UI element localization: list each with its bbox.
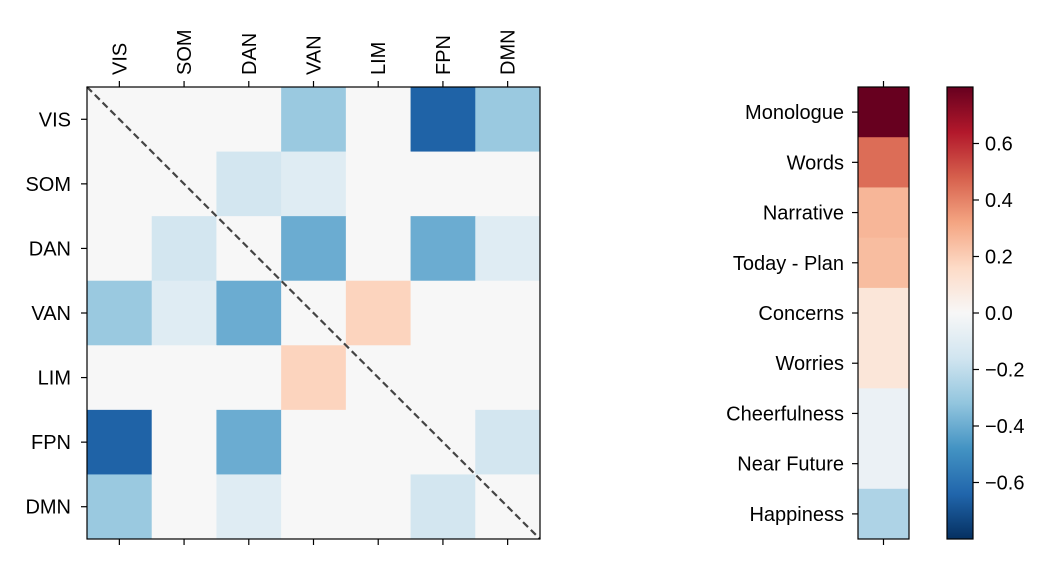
heatmap-cell <box>410 216 476 282</box>
heatmap-cell <box>151 280 217 346</box>
category-cell <box>858 137 909 188</box>
heatmap-cell <box>475 216 541 282</box>
heatmap-cell <box>281 151 347 217</box>
category-label: Cheerfulness <box>726 403 844 425</box>
category-cell <box>858 187 909 239</box>
category-label: Happiness <box>749 504 844 526</box>
heatmap-cell <box>345 87 412 153</box>
heatmap-cell <box>216 87 282 153</box>
category-cell <box>858 338 909 389</box>
colorbar-tick-label: −0.4 <box>985 416 1024 438</box>
x-tick-label: VAN <box>304 35 326 75</box>
heatmap-cell <box>216 474 282 540</box>
x-tick-label: SOM <box>174 29 196 75</box>
colorbar-tick-label: −0.2 <box>985 360 1024 382</box>
category-cell <box>858 237 909 289</box>
diagonal-line <box>86 86 541 540</box>
category-cell <box>858 488 909 540</box>
heatmap-cell <box>281 87 347 153</box>
x-tick-label: LIM <box>368 42 390 75</box>
heatmap-cell <box>281 474 347 540</box>
colorbar-tick-label: −0.6 <box>985 473 1024 495</box>
heatmap-cell <box>281 345 347 411</box>
colorbar-tick-label: 0.2 <box>985 247 1013 269</box>
x-tick-label: DMN <box>498 29 520 75</box>
heatmap-cell <box>87 280 153 346</box>
category-label: Worries <box>775 353 844 375</box>
y-tick-label: LIM <box>38 368 71 390</box>
heatmap-cell <box>151 409 217 475</box>
heatmap-cell <box>475 345 541 411</box>
heatmap-cell <box>87 151 153 217</box>
category-label: Narrative <box>763 203 844 225</box>
x-tick-label: FPN <box>433 35 455 75</box>
x-tick-label: DAN <box>239 33 261 75</box>
y-tick-label: SOM <box>25 174 71 196</box>
heatmap-cell <box>410 280 476 346</box>
y-tick-label: FPN <box>31 432 71 454</box>
heatmap-cell <box>475 409 541 475</box>
heatmap-cell <box>87 409 153 475</box>
heatmap-cell <box>345 409 412 475</box>
heatmap-cell <box>475 280 541 346</box>
category-label: Near Future <box>737 454 844 476</box>
colorbar-tick-label: 0.4 <box>985 190 1013 212</box>
heatmap-cell <box>87 474 153 540</box>
y-tick-label: DMN <box>25 497 71 519</box>
heatmap-cell <box>475 87 541 153</box>
heatmap-cell <box>345 216 412 282</box>
heatmap-cell <box>87 216 153 282</box>
y-tick-label: VAN <box>31 303 71 325</box>
heatmap-cell <box>475 151 541 217</box>
heatmap-cell <box>281 216 347 282</box>
category-cell <box>858 388 909 440</box>
heatmap-cell <box>410 409 476 475</box>
x-tick-label: VIS <box>109 43 131 75</box>
colorbar-tick-label: 0.0 <box>985 303 1013 325</box>
heatmap-cell <box>151 216 217 282</box>
heatmap-cell <box>345 280 412 346</box>
heatmap-cell <box>281 409 347 475</box>
colorbar <box>947 87 973 539</box>
heatmap-cell <box>410 87 476 153</box>
heatmap-cell <box>345 474 412 540</box>
category-label: Concerns <box>758 303 844 325</box>
heatmap-cell <box>216 151 282 217</box>
heatmap-cell <box>410 345 476 411</box>
category-cell <box>858 438 909 490</box>
category-cell <box>858 287 909 339</box>
category-label: Monologue <box>745 102 844 124</box>
heatmap-cell <box>151 345 217 411</box>
heatmap-cell <box>410 474 476 540</box>
heatmap-cell <box>216 280 282 346</box>
category-label: Today - Plan <box>733 253 844 275</box>
y-tick-label: DAN <box>29 238 71 260</box>
heatmap-cell <box>151 87 217 153</box>
heatmap-cell <box>87 345 153 411</box>
heatmap-cell <box>151 474 217 540</box>
heatmap-cell <box>410 151 476 217</box>
category-label: Words <box>787 152 844 174</box>
heatmap-cell <box>216 409 282 475</box>
heatmap-cell <box>216 345 282 411</box>
heatmap-cell <box>216 216 282 282</box>
heatmap-cell <box>345 151 412 217</box>
category-cell <box>858 87 909 138</box>
y-tick-label: VIS <box>39 109 71 131</box>
colorbar-tick-label: 0.6 <box>985 134 1013 156</box>
